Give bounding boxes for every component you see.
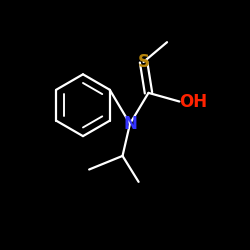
Text: OH: OH bbox=[180, 92, 208, 110]
Text: N: N bbox=[123, 115, 137, 133]
Text: S: S bbox=[138, 53, 149, 71]
